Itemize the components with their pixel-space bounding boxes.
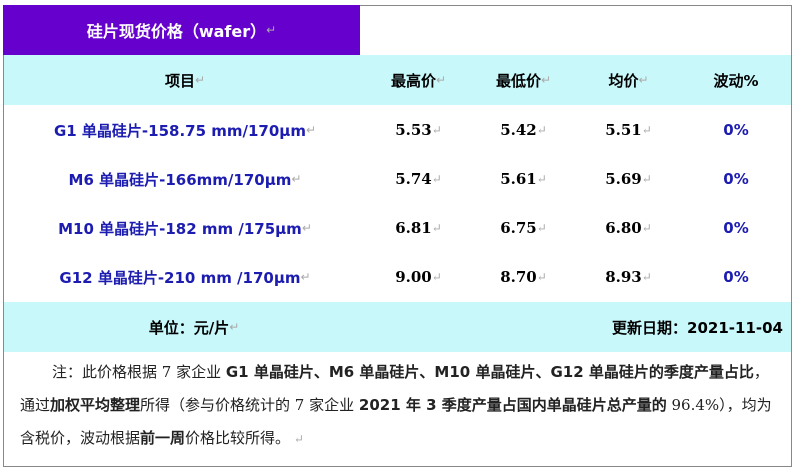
cell-avg: 6.80 ↵ [605, 219, 652, 237]
header-high: 最高价 ↵ [390, 71, 447, 90]
cell-low: 8.70 ↵ [500, 268, 547, 286]
note-segment: G1 单晶硅片、M6 单晶硅片、M10 单晶硅片、G12 单晶硅片的季度产量占比 [225, 363, 754, 381]
table-row: G1 单晶硅片-158.75 mm/170μm ↵ 5.53 ↵ 5.42 ↵ 5.5… [4, 105, 791, 155]
cell-low: 5.42 ↵ [500, 121, 547, 139]
cell-high: 9.00 ↵ [395, 268, 442, 286]
unit-label: 单位：元/片 ↵ [148, 318, 240, 337]
note-segment: 2021 年 3 季度产量占国内单晶硅片总产量的 [358, 396, 667, 414]
price-table [3, 5, 792, 467]
header-avg: 均价 ↵ [608, 71, 649, 90]
cell-low: 6.75 ↵ [500, 219, 547, 237]
note-segment: 加权平均整理 [50, 396, 141, 414]
table-row: M6 单晶硅片-166mm/170μm ↵ 5.74 ↵ 5.61 ↵ 5.69 ↵ 0… [4, 154, 791, 204]
cell-high: 5.74 ↵ [395, 170, 442, 188]
cell-change: 0% [723, 121, 749, 139]
header-low: 最低价 ↵ [495, 71, 552, 90]
table-row: M10 单晶硅片-182 mm /175μm ↵ 6.81 ↵ 6.75 ↵ 6.80… [4, 203, 791, 253]
cell-low: 5.61 ↵ [500, 170, 547, 188]
header-change: 波动% [713, 71, 759, 90]
note-segment: 价格比较所得。 [185, 429, 291, 447]
cell-high: 5.53 ↵ [395, 121, 442, 139]
update-date: 更新日期：2021-11-04 [612, 318, 783, 337]
cell-high: 6.81 ↵ [395, 219, 442, 237]
note-segment: ，通过 [20, 363, 769, 414]
note-text: 注：此价格根据 7 家企业 G1 单晶硅片、M6 单晶硅片、M10 单晶硅片、G… [20, 363, 772, 447]
cell-item: G1 单晶硅片-158.75 mm/170μm ↵ [53, 121, 317, 140]
note-segment: 所得（参与价格统计的 7 家企业 [140, 396, 359, 414]
cell-avg: 5.51 ↵ [605, 121, 652, 139]
table-title: 硅片现货价格（wafer） ↵ [3, 5, 360, 55]
header-item: 项目 ↵ [164, 71, 206, 90]
cell-change: 0% [723, 268, 749, 286]
header-row: 项目 ↵ 最高价 ↵ 最低价 ↵ 均价 ↵ 波动% [4, 55, 791, 105]
cell-change: 0% [723, 170, 749, 188]
cell-item: M10 单晶硅片-182 mm /175μm ↵ [58, 219, 312, 238]
cell-item: G12 单晶硅片-210 mm /170μm ↵ [59, 268, 311, 287]
table-row: G12 单晶硅片-210 mm /170μm ↵ 9.00 ↵ 8.70 ↵ 8.93… [4, 252, 791, 302]
footer-row: 单位：元/片 ↵ 更新日期：2021-11-04 [4, 302, 791, 352]
cell-avg: 5.69 ↵ [605, 170, 652, 188]
cell-change: 0% [723, 219, 749, 237]
note-segment: 96.4%），均为含税价，波动根据 [20, 396, 772, 447]
cell-item: M6 单晶硅片-166mm/170μm ↵ [68, 170, 302, 189]
note-segment: 前一周 [140, 429, 186, 447]
note-segment: 注：此价格根据 7 家企业 [52, 363, 226, 381]
cell-avg: 8.93 ↵ [605, 268, 652, 286]
